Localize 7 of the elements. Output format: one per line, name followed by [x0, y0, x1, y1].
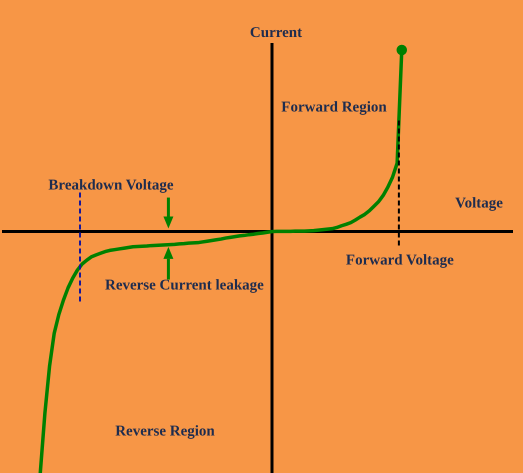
annotation: Breakdown Voltage [48, 177, 174, 194]
annotation: Forward Region [281, 99, 388, 116]
x-axis-title: Voltage [455, 195, 504, 212]
y-axis-title: Current [250, 24, 302, 41]
annotation: Forward Voltage [346, 252, 454, 268]
annotation: Reverse Region [115, 423, 216, 440]
annotation: Reverse Current leakage [104, 277, 264, 294]
